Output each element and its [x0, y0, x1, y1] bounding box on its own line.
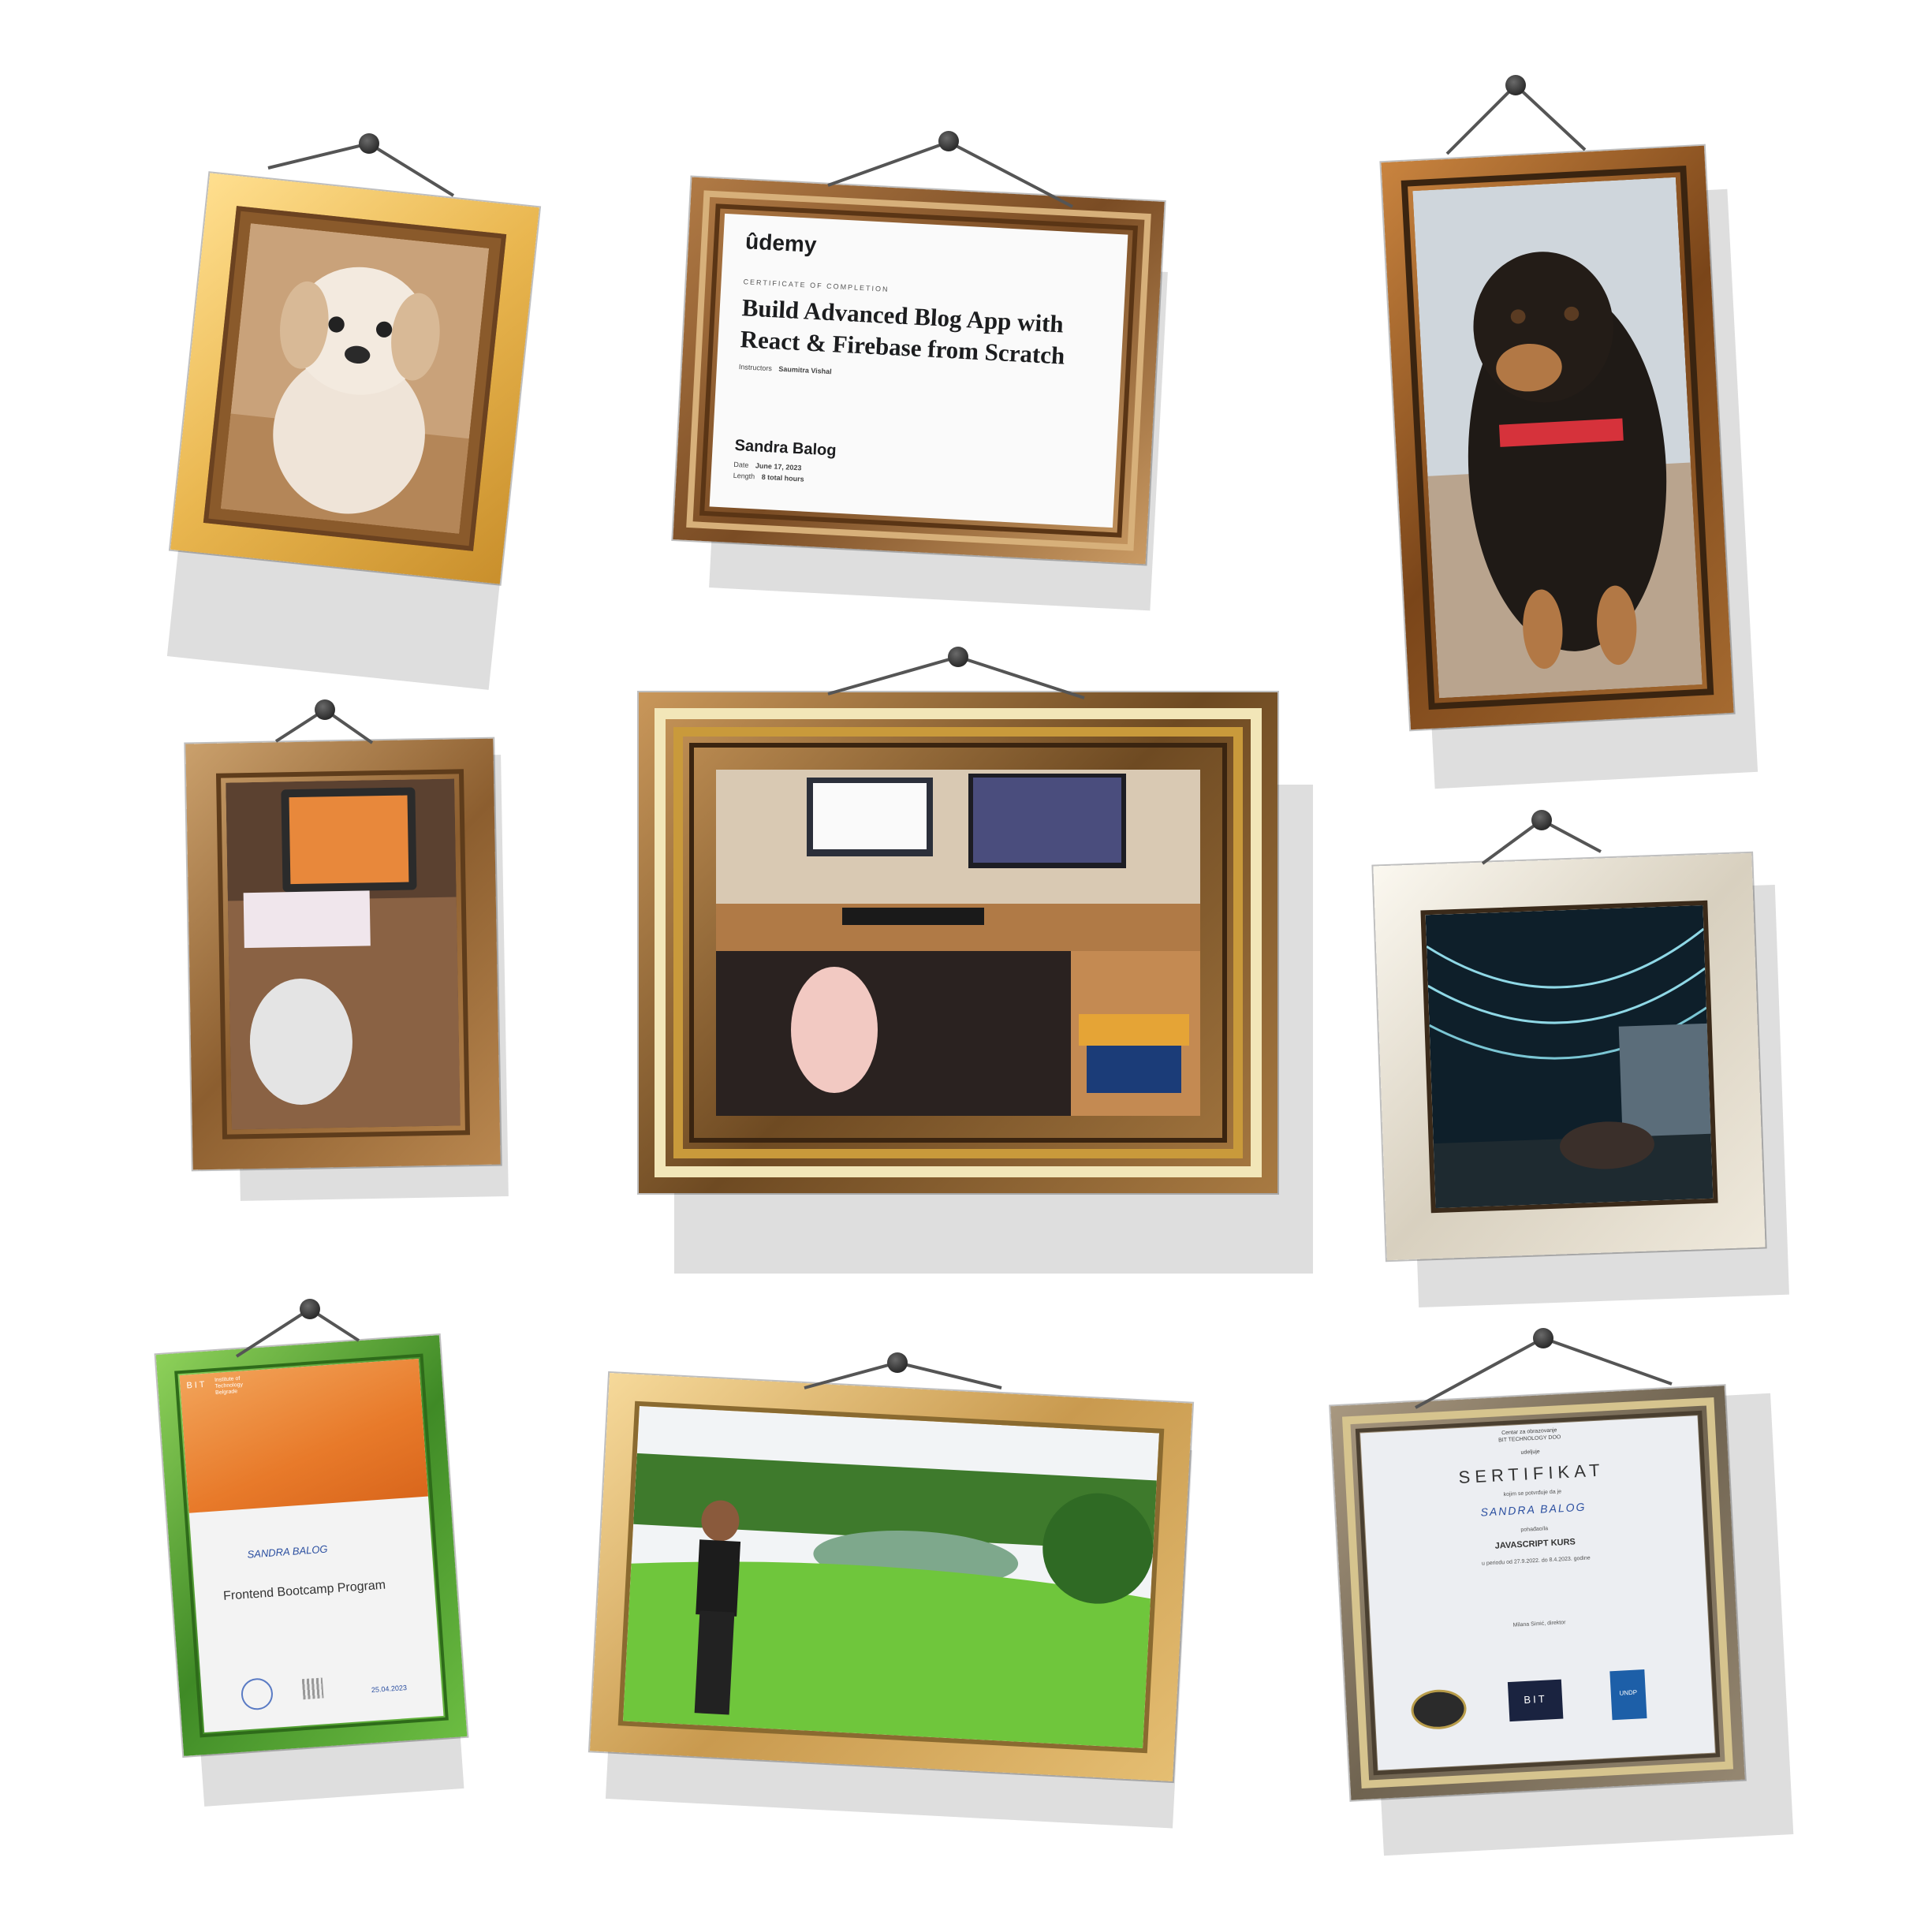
wall-pin: [1505, 75, 1526, 95]
photo-frame-city-lights[interactable]: [1373, 852, 1766, 1261]
wall-pin: [1531, 810, 1552, 830]
wall-pin: [300, 1299, 320, 1319]
wall-pin: [948, 647, 968, 667]
photo-frame-puppy[interactable]: [170, 173, 539, 584]
desk-photo: [716, 770, 1200, 1116]
photo-frame-dog[interactable]: [1381, 145, 1734, 730]
wall-pin: [887, 1352, 908, 1373]
wall-pin: [315, 699, 335, 720]
park-photo: [622, 1406, 1160, 1748]
photo-frame-park[interactable]: [589, 1372, 1193, 1782]
wall-pin: [1533, 1328, 1553, 1348]
photo-frame-desk[interactable]: [639, 692, 1277, 1193]
dog-photo: [1412, 177, 1703, 699]
photo-frame-tablet[interactable]: [185, 738, 501, 1170]
wall-pin: [359, 133, 379, 154]
city-lights-photo: [1425, 904, 1714, 1209]
puppy-photo: [220, 223, 490, 534]
tablet-photo: [226, 778, 461, 1130]
wall-pin: [938, 131, 959, 151]
